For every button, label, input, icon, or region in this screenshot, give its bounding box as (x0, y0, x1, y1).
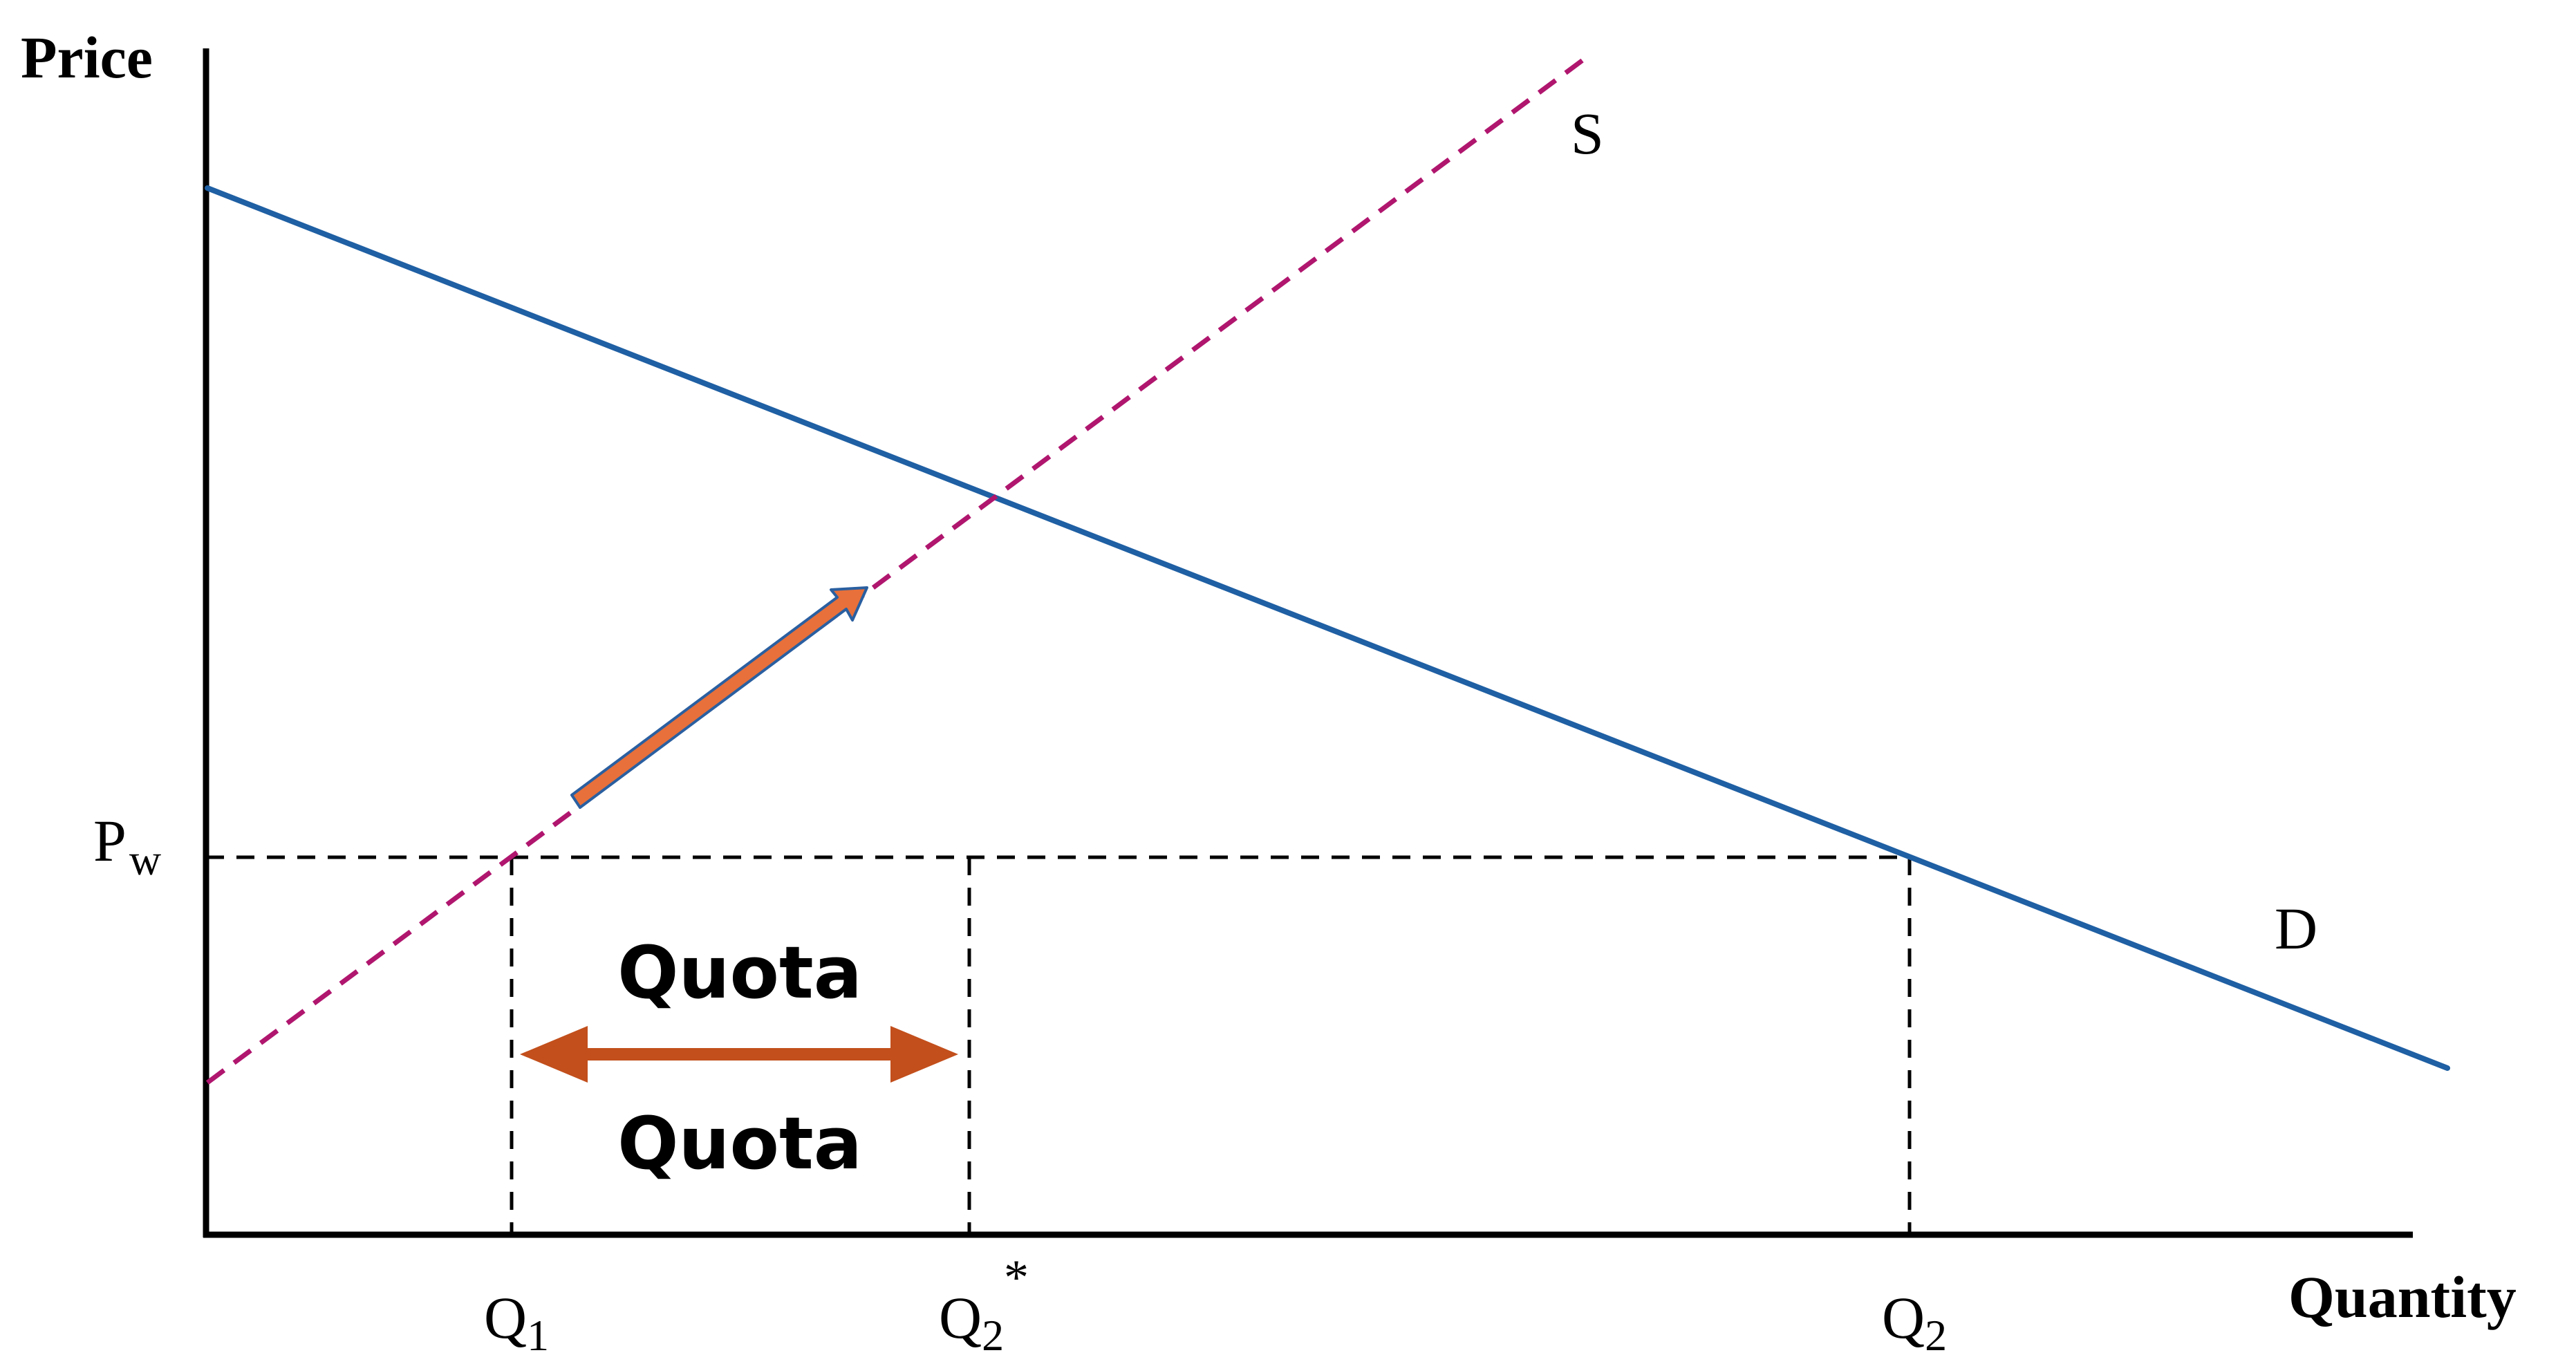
supply-label: S (1571, 100, 1604, 167)
quota-double-arrow (520, 1026, 958, 1083)
q2star-label-base: Q (939, 1284, 982, 1351)
pw-label-base: P (93, 807, 127, 874)
supply-shift-arrow (570, 586, 868, 809)
quota-arrow-left-head (520, 1026, 588, 1083)
quota-label-top: Quota (617, 931, 862, 1015)
quota-label-bottom: Quota (617, 1101, 862, 1186)
demand-curve (205, 185, 2450, 1071)
y-axis-label: Price (21, 24, 153, 91)
pw-label: Pw (93, 807, 161, 884)
guide-lines (206, 855, 1912, 1235)
demand-label: D (2275, 895, 2317, 962)
q1-label: Q1 (484, 1284, 549, 1360)
x-axis-label: Quantity (2288, 1264, 2517, 1330)
q2-label-base: Q (1882, 1284, 1925, 1351)
pw-label-subscript: w (129, 835, 161, 884)
quota-arrow-shaft (574, 1048, 903, 1061)
q2star-label-subscript: 2 (982, 1311, 1004, 1360)
quota-arrow-right-head (890, 1026, 958, 1083)
q1-label-base: Q (484, 1284, 527, 1351)
q2star-label-superscript: * (1004, 1250, 1029, 1305)
q2-label-subscript: 2 (1925, 1311, 1947, 1360)
supply-curve (205, 55, 1589, 1085)
q2star-label: Q2 (939, 1284, 1004, 1360)
q2-label: Q2 (1882, 1284, 1947, 1360)
q1-label-subscript: 1 (527, 1311, 549, 1360)
